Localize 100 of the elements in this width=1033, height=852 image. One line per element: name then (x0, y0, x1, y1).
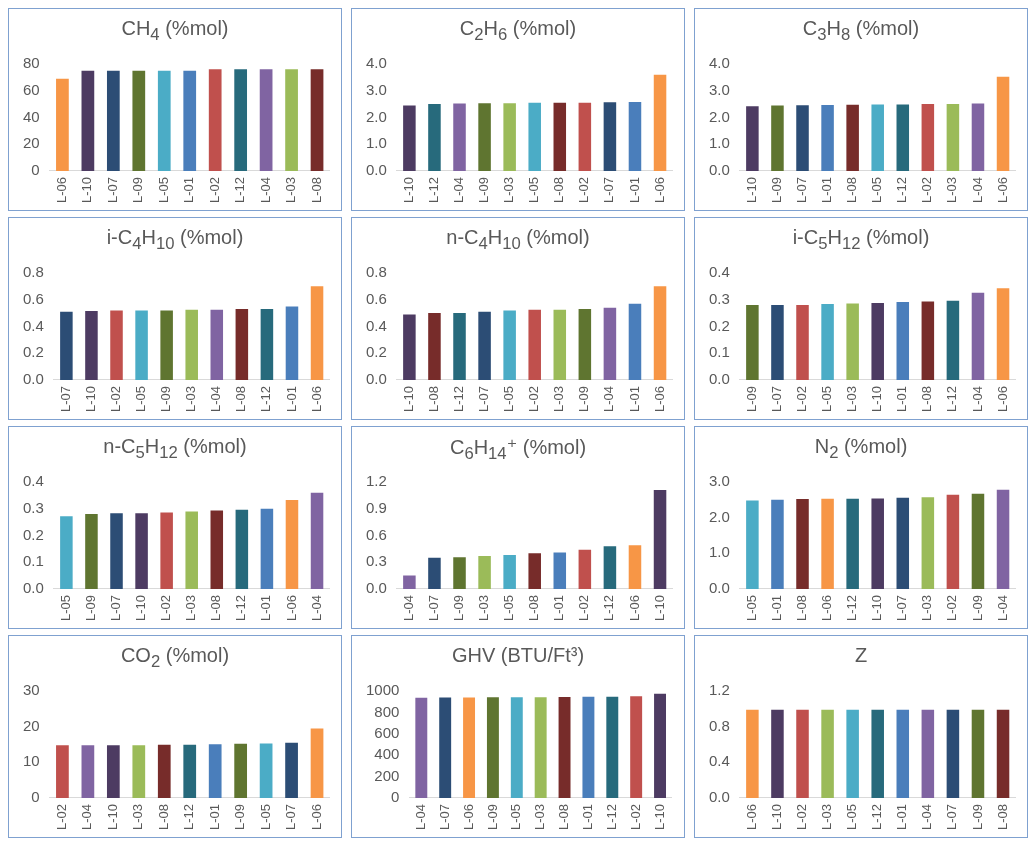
y-tick-label: 0.2 (708, 316, 730, 334)
x-tick-label: L-04 (994, 594, 1010, 622)
bar (132, 745, 146, 798)
bar (183, 744, 197, 798)
bar (110, 513, 123, 589)
chart-title: CH$_{4}$ (%mol) (120, 17, 230, 45)
bar (183, 70, 197, 171)
x-tick-label: L-10 (743, 176, 759, 204)
bar (578, 309, 592, 380)
y-tick-label: 0.0 (365, 579, 387, 597)
y-tick-label: 0.6 (365, 525, 387, 543)
bar (528, 553, 541, 589)
y-tick-label: 0.0 (365, 370, 387, 388)
bar (846, 104, 859, 171)
x-tick-label: L-03 (532, 803, 548, 831)
bar (996, 288, 1010, 380)
bar (135, 513, 148, 589)
x-tick-label: L-07 (283, 803, 299, 831)
chart-title: CO$_{2}$ (%mol) (119, 644, 231, 672)
x-tick-label: L-10 (79, 176, 95, 204)
chart-title: N$_{2}$ (%mol) (813, 435, 909, 463)
bar (746, 106, 759, 171)
bar (81, 745, 95, 798)
bar (310, 286, 324, 380)
bar (160, 512, 173, 589)
x-tick-label: L-01 (551, 594, 567, 622)
x-tick-label: L-08 (551, 176, 567, 204)
bar (310, 728, 324, 798)
y-tick-label: 0.2 (22, 343, 44, 361)
x-tick-label: L-01 (894, 803, 910, 831)
y-tick-label: 0.4 (22, 316, 44, 334)
x-tick-label: L-06 (651, 176, 667, 204)
x-tick-label: L-10 (769, 803, 785, 831)
bar (528, 309, 541, 380)
x-tick-label: L-02 (53, 803, 69, 831)
y-tick-label: 1.0 (708, 134, 730, 152)
y-tick-label: 0.2 (365, 343, 387, 361)
x-tick-label: L-05 (501, 385, 517, 413)
x-tick-label: L-03 (551, 385, 567, 413)
y-tick-label: 0.4 (22, 472, 44, 490)
chart-title: n-C$_{4}$H$_{10}$ (%mol) (445, 226, 591, 254)
y-tick-label: 0.3 (365, 552, 387, 570)
x-tick-label: L-01 (206, 803, 222, 831)
x-tick-label: L-03 (944, 176, 960, 204)
bar (285, 742, 298, 798)
bar (210, 510, 224, 589)
x-tick-label: L-01 (283, 385, 299, 413)
x-tick-label: L-12 (232, 176, 248, 204)
bar (653, 286, 667, 380)
x-tick-label: L-05 (133, 385, 149, 413)
x-tick-label: L-09 (576, 385, 592, 413)
bar (628, 101, 642, 171)
x-tick-label: L-08 (208, 594, 224, 622)
y-tick-label: 1.2 (365, 472, 387, 490)
y-tick-label: 0.8 (22, 263, 44, 281)
x-tick-label: L-09 (232, 803, 248, 831)
x-tick-label: L-09 (83, 594, 99, 622)
x-tick-label: L-07 (476, 385, 492, 413)
x-tick-label: L-12 (894, 176, 910, 204)
y-tick-label: 0.6 (365, 289, 387, 307)
y-tick-label: 0 (391, 788, 400, 806)
x-tick-label: L-04 (400, 594, 416, 622)
bar (428, 104, 441, 171)
x-tick-label: L-07 (894, 594, 910, 622)
bar (428, 313, 441, 380)
bar (85, 514, 98, 589)
y-tick-label: 20 (23, 134, 40, 152)
bar (921, 301, 935, 380)
x-tick-label: L-08 (426, 385, 442, 413)
x-tick-label: L-03 (476, 594, 492, 622)
y-tick-label: 80 (23, 54, 40, 72)
x-tick-label: L-04 (257, 176, 273, 204)
y-tick-label: 60 (23, 80, 40, 98)
bar (132, 70, 146, 171)
bar (578, 102, 592, 171)
bar (428, 557, 441, 589)
x-tick-label: L-08 (308, 176, 324, 204)
y-tick-label: 0.2 (22, 525, 44, 543)
x-tick-label: L-02 (576, 594, 592, 622)
y-tick-label: 0.0 (708, 161, 730, 179)
bar (921, 104, 935, 171)
bar (453, 557, 466, 589)
x-tick-label: L-10 (869, 385, 885, 413)
y-tick-label: 1.0 (708, 543, 730, 561)
bar (259, 69, 273, 171)
x-tick-label: L-01 (819, 176, 835, 204)
bar (234, 743, 248, 798)
x-tick-label: L-07 (794, 176, 810, 204)
x-tick-label: L-02 (627, 803, 643, 831)
y-tick-label: 0.3 (708, 289, 730, 307)
bar (796, 105, 809, 171)
x-tick-label: L-04 (412, 803, 428, 831)
bar (210, 309, 224, 380)
y-tick-label: 1000 (365, 681, 400, 699)
bar (946, 300, 960, 380)
bar (553, 102, 567, 171)
y-tick-label: 200 (374, 766, 400, 784)
x-tick-label: L-01 (258, 594, 274, 622)
x-tick-label: L-04 (308, 594, 324, 622)
x-tick-label: L-08 (794, 594, 810, 622)
